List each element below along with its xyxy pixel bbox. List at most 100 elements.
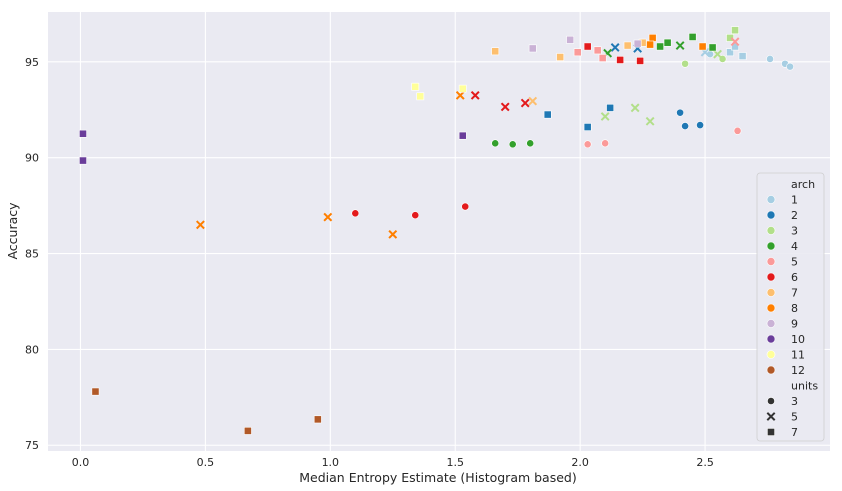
legend-label-arch-4: 4 (791, 240, 798, 253)
legend-swatch-arch-9 (766, 319, 776, 328)
data-point-arch-2 (610, 43, 620, 52)
legend-label-units-5: 5 (791, 411, 798, 424)
grid-lines (48, 12, 830, 451)
data-point-arch-3 (731, 26, 739, 35)
data-point-arch-5 (730, 37, 740, 47)
data-point-arch-1 (738, 52, 747, 60)
legend-label-arch-11: 11 (791, 349, 805, 362)
data-point-arch-9 (566, 35, 575, 44)
data-point-arch-11 (411, 82, 420, 91)
x-tick-label: 1.5 (446, 456, 464, 469)
legend-swatch-arch-6 (766, 272, 776, 282)
data-point-arch-1 (786, 62, 794, 71)
data-point-arch-5 (601, 139, 610, 148)
legend-marker-units-7 (767, 428, 775, 436)
data-point-arch-8 (195, 220, 205, 230)
data-point-arch-4 (508, 140, 517, 149)
legend-swatch-arch-10 (766, 334, 776, 344)
data-point-arch-8 (323, 212, 333, 222)
legend-swatch-arch-12 (766, 365, 776, 375)
legend-label-arch-2: 2 (791, 209, 798, 222)
data-point-arch-4 (675, 41, 685, 50)
legend-swatch-arch-11 (766, 350, 776, 359)
data-point-arch-2 (676, 108, 684, 117)
data-point-arch-7 (623, 41, 632, 50)
data-point-arch-7 (528, 96, 538, 106)
legend-label-units-7: 7 (791, 426, 798, 439)
x-tick-label: 1.0 (322, 456, 340, 469)
data-point-arch-10 (458, 131, 467, 140)
data-point-arch-2 (543, 110, 552, 119)
data-point-arch-4 (688, 33, 697, 41)
x-tick-label: 0.0 (72, 456, 90, 469)
data-point-arch-8 (455, 90, 465, 100)
x-tick-label: 0.5 (197, 456, 215, 469)
y-tick-label: 85 (25, 248, 39, 261)
data-point-arch-10 (79, 129, 87, 138)
legend-hue-title: arch (791, 178, 815, 191)
data-point-arch-6 (500, 102, 510, 112)
legend-swatch-arch-4 (766, 241, 776, 251)
data-point-arch-8 (698, 42, 707, 51)
legend-label-arch-3: 3 (791, 225, 798, 238)
data-point-arch-2 (696, 121, 704, 130)
y-tick-label: 95 (25, 56, 39, 69)
data-point-arch-4 (663, 38, 672, 47)
y-tick-label: 75 (25, 439, 39, 452)
data-point-arch-8 (646, 40, 655, 49)
data-point-arch-12 (313, 415, 322, 424)
legend-label-arch-8: 8 (791, 302, 798, 315)
data-point-arch-2 (681, 122, 689, 130)
data-point-arch-4 (656, 42, 665, 51)
legend-marker-units-3 (767, 397, 775, 405)
data-point-arch-6 (411, 211, 420, 220)
legend-label-arch-1: 1 (791, 194, 798, 207)
legend-swatch-arch-8 (766, 303, 776, 313)
data-point-arch-7 (556, 53, 565, 61)
data-point-arch-12 (91, 387, 100, 396)
data-point-arch-4 (491, 139, 500, 148)
y-tick-labels: 75 80 85 90 95 (25, 56, 39, 452)
data-point-arch-8 (388, 229, 398, 239)
data-point-arch-3 (630, 103, 640, 113)
legend-label-arch-9: 9 (791, 318, 798, 331)
data-point-arch-3 (681, 59, 689, 68)
legend-marker-units-5 (766, 412, 776, 421)
legend-style-title: units (791, 380, 818, 393)
x-tick-label: 2.0 (571, 456, 589, 469)
legend-label-arch-12: 12 (791, 364, 805, 377)
y-tick-label: 80 (25, 343, 39, 356)
data-point-arch-2 (583, 123, 592, 131)
x-tick-labels: 0.0 0.5 1.0 1.5 2.0 2.5 (72, 456, 714, 469)
legend-swatch-arch-3 (766, 226, 776, 235)
data-point-arch-1 (726, 48, 734, 57)
data-points (79, 26, 794, 435)
data-point-arch-3 (645, 116, 655, 126)
legend-swatch-arch-1 (766, 195, 776, 204)
data-point-arch-5 (733, 126, 742, 135)
legend-swatch-arch-5 (766, 257, 776, 266)
data-point-arch-5 (598, 54, 607, 62)
data-point-arch-1 (766, 55, 774, 63)
data-point-arch-2 (606, 103, 615, 112)
x-tick-label: 2.5 (696, 456, 714, 469)
data-point-arch-11 (458, 84, 467, 93)
data-point-arch-3 (600, 112, 610, 121)
data-point-arch-6 (461, 202, 470, 211)
data-point-arch-3 (713, 49, 722, 59)
plot-area (48, 12, 830, 451)
legend-label-units-3: 3 (791, 395, 798, 408)
legend-label-arch-5: 5 (791, 256, 798, 269)
data-point-arch-9 (633, 39, 642, 48)
data-point-arch-10 (79, 156, 87, 165)
data-point-arch-5 (583, 140, 592, 149)
y-axis-label: Accuracy (5, 202, 20, 260)
data-point-arch-4 (708, 43, 717, 52)
data-point-arch-6 (520, 98, 530, 108)
data-point-arch-3 (726, 33, 734, 42)
data-point-arch-6 (636, 56, 645, 65)
data-point-arch-6 (351, 209, 360, 218)
data-point-arch-11 (416, 92, 425, 101)
legend-swatch-arch-2 (766, 210, 776, 220)
